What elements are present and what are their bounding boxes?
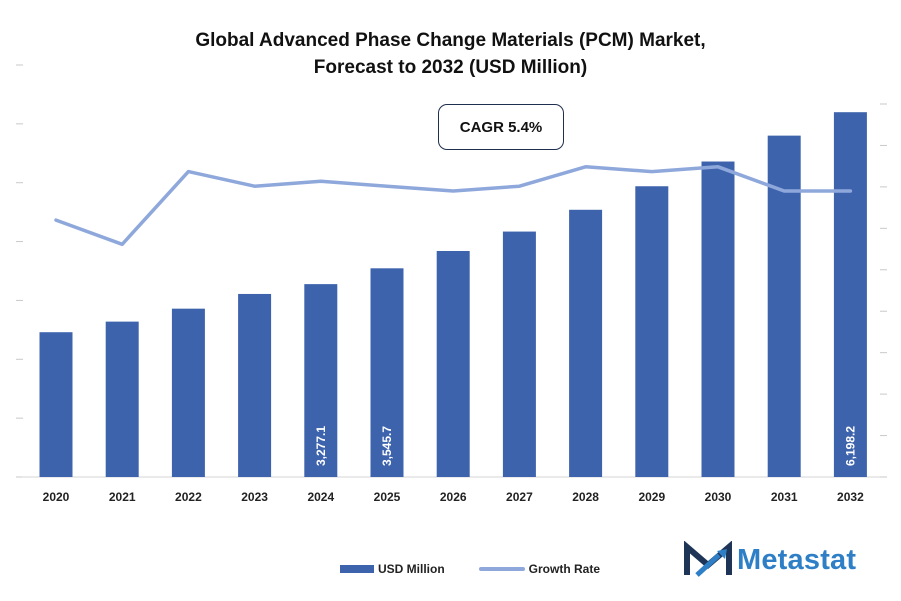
bar-2030	[701, 161, 735, 478]
bar-2028	[569, 209, 603, 477]
bar-2032	[833, 112, 867, 478]
bar-2029	[635, 186, 669, 477]
bar-2025	[370, 268, 404, 477]
x-tick-label: 2029	[638, 490, 665, 504]
right-axis-ticks	[880, 103, 887, 478]
x-tick-label: 2021	[109, 490, 136, 504]
chart-title-line-1: Global Advanced Phase Change Materials (…	[195, 30, 706, 51]
legend-bar-swatch	[340, 565, 374, 573]
bar-2022	[171, 308, 205, 477]
metastat-logo-icon	[684, 541, 732, 577]
data-label-2024: 3,277.1	[314, 426, 328, 466]
bar-2027	[502, 231, 536, 477]
x-tick-label: 2030	[705, 490, 732, 504]
chart-title-line-2: Forecast to 2032 (USD Million)	[313, 57, 588, 78]
legend-line-swatch	[478, 567, 525, 571]
cagr-callout: CAGR 5.4%	[438, 104, 564, 150]
bar-2020	[39, 332, 73, 477]
bar-2024	[304, 284, 338, 477]
x-tick-label: 2032	[837, 490, 864, 504]
bar-2021	[105, 321, 139, 477]
x-tick-label: 2023	[241, 490, 268, 504]
x-tick-label: 2025	[374, 490, 401, 504]
x-tick-label: 2024	[307, 490, 334, 504]
bar-2026	[436, 250, 470, 477]
x-tick-label: 2028	[572, 490, 599, 504]
chart-title: Global Advanced Phase Change Materials (…	[0, 27, 901, 81]
bar-series	[39, 112, 867, 478]
legend-item-growth: Growth Rate	[478, 562, 601, 576]
legend: USD Million Growth Rate	[340, 562, 634, 576]
legend-line-label: Growth Rate	[528, 562, 601, 576]
x-tick-label: 2026	[440, 490, 467, 504]
x-tick-label: 2020	[43, 490, 70, 504]
x-axis-labels: 2020 2021 2022 2023 2024 2025 2026 2027 2028 2029…	[43, 490, 864, 504]
bar-2023	[238, 293, 272, 477]
x-tick-label: 2022	[175, 490, 202, 504]
legend-item-usd: USD Million	[340, 562, 445, 576]
growth-line-series	[54, 165, 853, 247]
brand-logo: Metastat	[683, 540, 856, 580]
legend-bar-label: USD Million	[378, 562, 445, 576]
data-label-2032: 6,198.2	[843, 426, 857, 466]
data-labels: 3,277.1 3,545.7 6,198.2	[314, 426, 858, 466]
left-axis-ticks	[16, 64, 23, 478]
brand-name: Metastat	[737, 543, 857, 576]
x-tick-label: 2027	[506, 490, 533, 504]
data-label-2025: 3,545.7	[380, 426, 394, 466]
x-tick-label: 2031	[771, 490, 798, 504]
